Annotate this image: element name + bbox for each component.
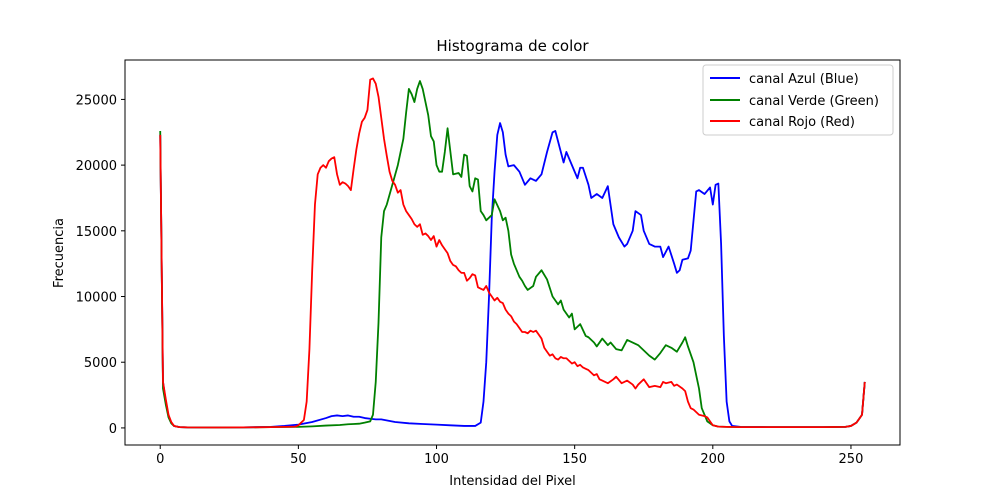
y-axis-label: Frecuencia	[52, 218, 67, 288]
y-tick-label: 10000	[76, 291, 117, 306]
series-line-red	[159, 77, 866, 429]
y-axis: 0 5000 10000 15000 20000 25000	[76, 93, 125, 437]
y-tick-label: 20000	[76, 159, 117, 174]
x-tick-label: 200	[700, 452, 725, 467]
legend-frame	[702, 64, 894, 136]
legend-label-blue: canal Azul (Blue)	[749, 72, 859, 87]
x-axis-label: Intensidad del Pixel	[449, 474, 575, 489]
plot-frame	[124, 59, 901, 446]
legend-label-red: canal Rojo (Red)	[749, 115, 855, 130]
series-line-green	[159, 80, 866, 429]
series-line-blue	[159, 122, 866, 429]
x-tick-label: 0	[156, 452, 164, 467]
x-tick-label: 100	[424, 452, 449, 467]
legend-label-green: canal Verde (Green)	[749, 94, 879, 109]
x-tick-label: 50	[290, 452, 307, 467]
y-tick-label: 15000	[76, 225, 117, 240]
chart-title: Histograma de color	[436, 37, 589, 55]
y-tick-label: 5000	[84, 356, 117, 371]
plot-area	[124, 59, 901, 446]
legend: canal Azul (Blue) canal Verde (Green) ca…	[702, 64, 894, 136]
series-layer	[159, 77, 866, 429]
x-tick-label: 150	[562, 452, 587, 467]
y-tick-label: 0	[109, 422, 117, 437]
y-tick-label: 25000	[76, 93, 117, 108]
x-axis: 0 50 100 150 200 250	[156, 445, 863, 467]
x-tick-label: 250	[839, 452, 864, 467]
